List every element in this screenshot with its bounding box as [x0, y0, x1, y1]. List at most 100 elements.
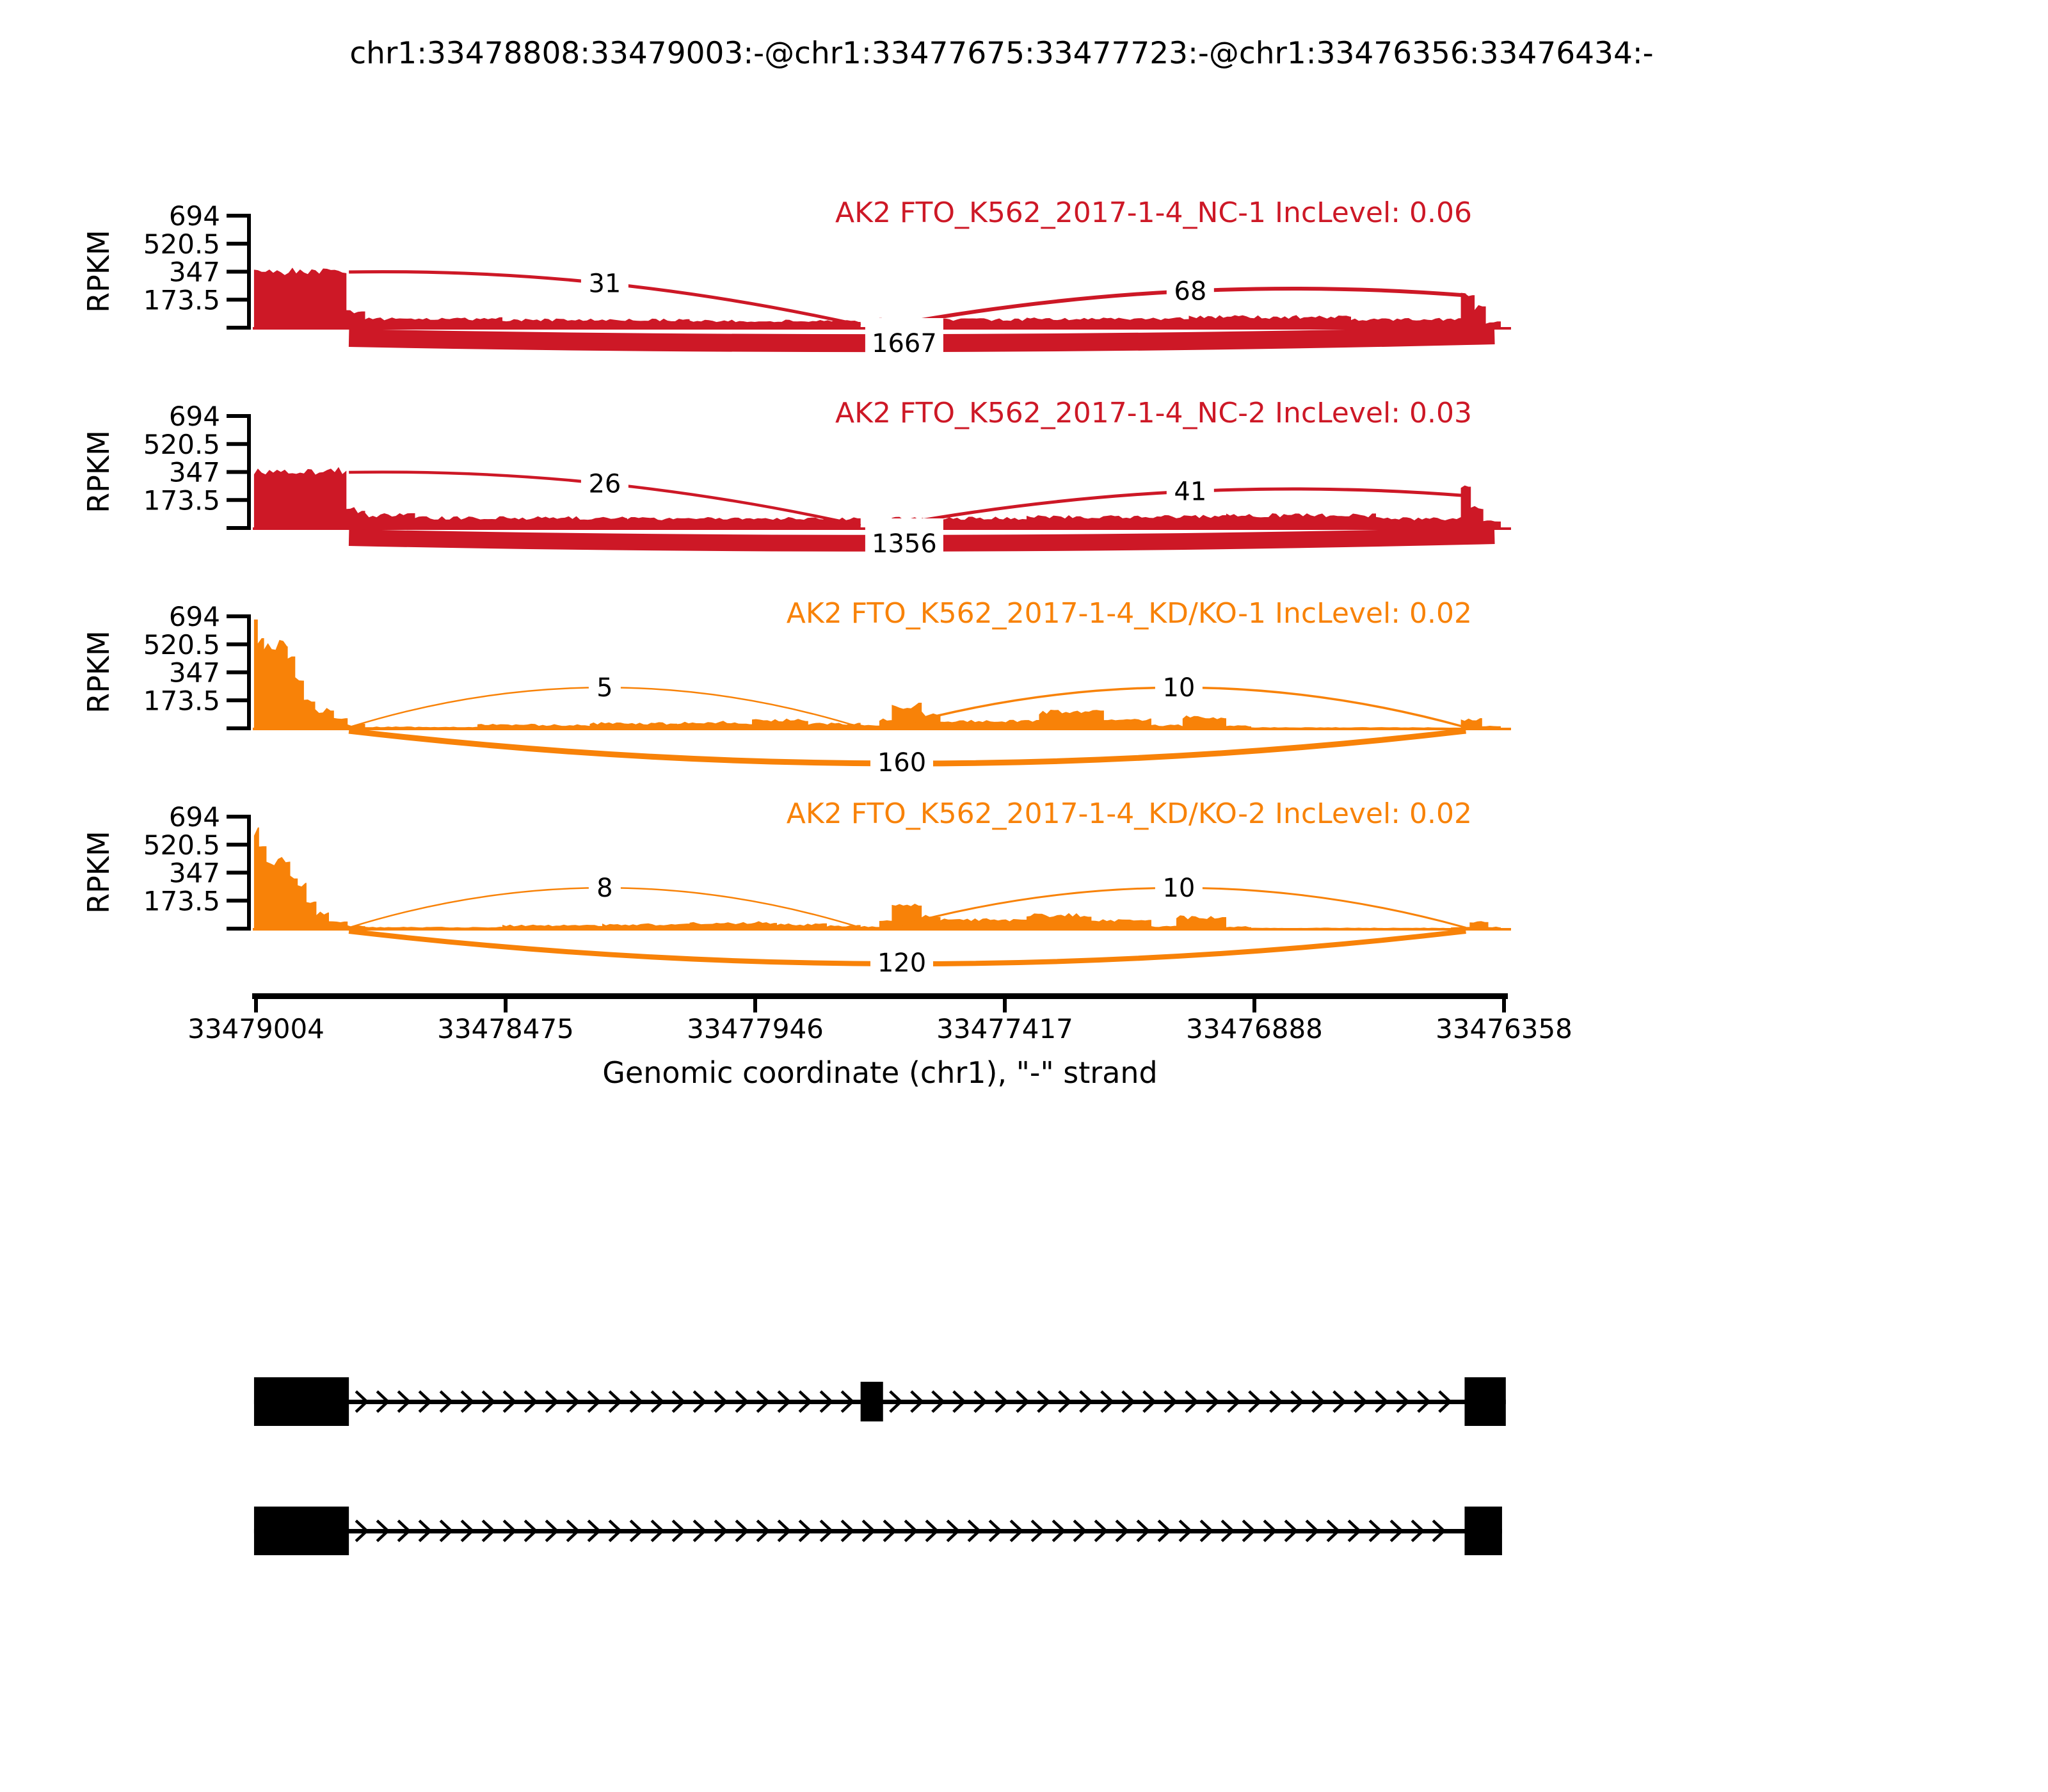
strand-arrow-icon	[1199, 1519, 1214, 1542]
y-axis-tick	[227, 298, 248, 302]
strand-arrow-icon	[904, 1519, 918, 1542]
intron-line	[253, 1529, 1502, 1533]
x-tick-label: 33477417	[936, 1013, 1073, 1044]
y-tick-label: 173.5	[143, 484, 220, 516]
y-axis-tick	[227, 526, 248, 530]
strand-arrow-icon	[777, 1519, 792, 1542]
y-tick-label: 694	[169, 401, 220, 432]
strand-arrow-icon	[1030, 1519, 1045, 1542]
junction-count: 31	[588, 269, 621, 299]
strand-arrow-icon	[1311, 1390, 1326, 1413]
strand-arrow-icon	[650, 1519, 665, 1542]
strand-arrow-icon	[481, 1519, 496, 1542]
strand-arrow-icon	[545, 1390, 559, 1413]
track-label: AK2 FTO_K562_2017-1-4_KD/KO-2 IncLevel: …	[787, 797, 1472, 830]
junction-count: 1667	[872, 329, 937, 358]
junction-count: 120	[877, 948, 926, 978]
strand-arrow-icon	[608, 1519, 623, 1542]
strand-arrow-icon	[608, 1390, 623, 1413]
strand-arrow-icon	[1269, 1390, 1284, 1413]
y-axis-tick	[227, 642, 248, 646]
junction-count: 10	[1162, 673, 1195, 703]
strand-arrow-icon	[1009, 1519, 1024, 1542]
strand-arrow-icon	[1411, 1519, 1425, 1542]
junction-count: 10	[1162, 874, 1195, 903]
strand-arrow-icon	[1142, 1390, 1157, 1413]
y-axis-tick	[227, 698, 248, 703]
y-axis-tick	[227, 870, 248, 875]
y-axis-tick	[227, 214, 248, 218]
exon-block	[1464, 1507, 1502, 1555]
strand-arrow-icon	[355, 1390, 369, 1413]
x-axis-tick	[753, 996, 757, 1012]
strand-arrow-icon	[714, 1390, 728, 1413]
y-tick-label: 520.5	[143, 228, 220, 260]
y-tick-label: 694	[169, 601, 220, 632]
coverage-area	[253, 827, 1501, 929]
y-tick-label: 520.5	[143, 429, 220, 460]
strand-arrow-icon	[1354, 1390, 1368, 1413]
strand-arrow-icon	[1052, 1519, 1066, 1542]
y-axis-tick	[227, 815, 248, 819]
junction-label-bg	[580, 466, 628, 501]
strand-arrow-icon	[1263, 1519, 1277, 1542]
strand-arrow-icon	[1094, 1519, 1108, 1542]
strand-arrow-icon	[1396, 1390, 1411, 1413]
strand-arrow-icon	[460, 1390, 475, 1413]
y-tick-label: 173.5	[143, 284, 220, 316]
strand-arrow-icon	[883, 1519, 897, 1542]
strand-arrow-icon	[1332, 1390, 1347, 1413]
strand-arrow-icon	[1432, 1519, 1446, 1542]
strand-arrow-icon	[967, 1519, 982, 1542]
x-axis-title: Genomic coordinate (chr1), "-" strand	[602, 1055, 1157, 1090]
strand-arrow-icon	[587, 1390, 602, 1413]
y-axis-tick	[227, 269, 248, 274]
x-tick-label: 33479004	[188, 1013, 324, 1044]
strand-arrow-icon	[1284, 1519, 1299, 1542]
strand-arrow-icon	[1290, 1390, 1305, 1413]
junction-label-bg	[1166, 273, 1214, 308]
strand-arrow-icon	[1227, 1390, 1242, 1413]
strand-arrow-icon	[545, 1519, 559, 1542]
strand-arrow-icon	[587, 1519, 602, 1542]
y-axis-tick	[227, 326, 248, 330]
junction-label-bg	[1155, 670, 1203, 705]
strand-arrow-icon	[1164, 1390, 1178, 1413]
y-axis-tick	[227, 470, 248, 474]
coverage-baseline	[253, 728, 1511, 730]
strand-arrow-icon	[1248, 1390, 1263, 1413]
y-tick-label: 520.5	[143, 629, 220, 660]
junction-count: 68	[1174, 277, 1206, 307]
strand-arrow-icon	[671, 1519, 686, 1542]
strand-arrow-icon	[566, 1390, 580, 1413]
junction-count: 41	[1174, 477, 1206, 507]
strand-arrow-icon	[1136, 1519, 1151, 1542]
strand-arrow-icon	[1326, 1519, 1341, 1542]
strand-arrow-icon	[1368, 1519, 1383, 1542]
y-axis-title: RPKM	[81, 831, 116, 914]
strand-arrow-icon	[1206, 1390, 1220, 1413]
y-tick-label: 520.5	[143, 829, 220, 861]
strand-arrow-icon	[1185, 1390, 1199, 1413]
y-tick-label: 347	[169, 257, 220, 288]
y-axis-spine	[247, 614, 251, 730]
strand-arrow-icon	[840, 1390, 855, 1413]
strand-arrow-icon	[1058, 1390, 1073, 1413]
exon-block	[1464, 1377, 1506, 1426]
strand-arrow-icon	[819, 1390, 834, 1413]
strand-arrow-icon	[1121, 1390, 1136, 1413]
junction-label-bg	[865, 518, 943, 555]
x-tick-label: 33477946	[687, 1013, 824, 1044]
strand-arrow-icon	[650, 1390, 665, 1413]
strand-arrow-icon	[973, 1390, 988, 1413]
coverage-area	[253, 467, 1501, 528]
strand-arrow-icon	[1037, 1390, 1052, 1413]
strand-arrow-icon	[502, 1519, 517, 1542]
strand-arrow-icon	[952, 1390, 967, 1413]
strand-arrow-icon	[418, 1519, 433, 1542]
junction-label-bg	[1166, 474, 1214, 509]
